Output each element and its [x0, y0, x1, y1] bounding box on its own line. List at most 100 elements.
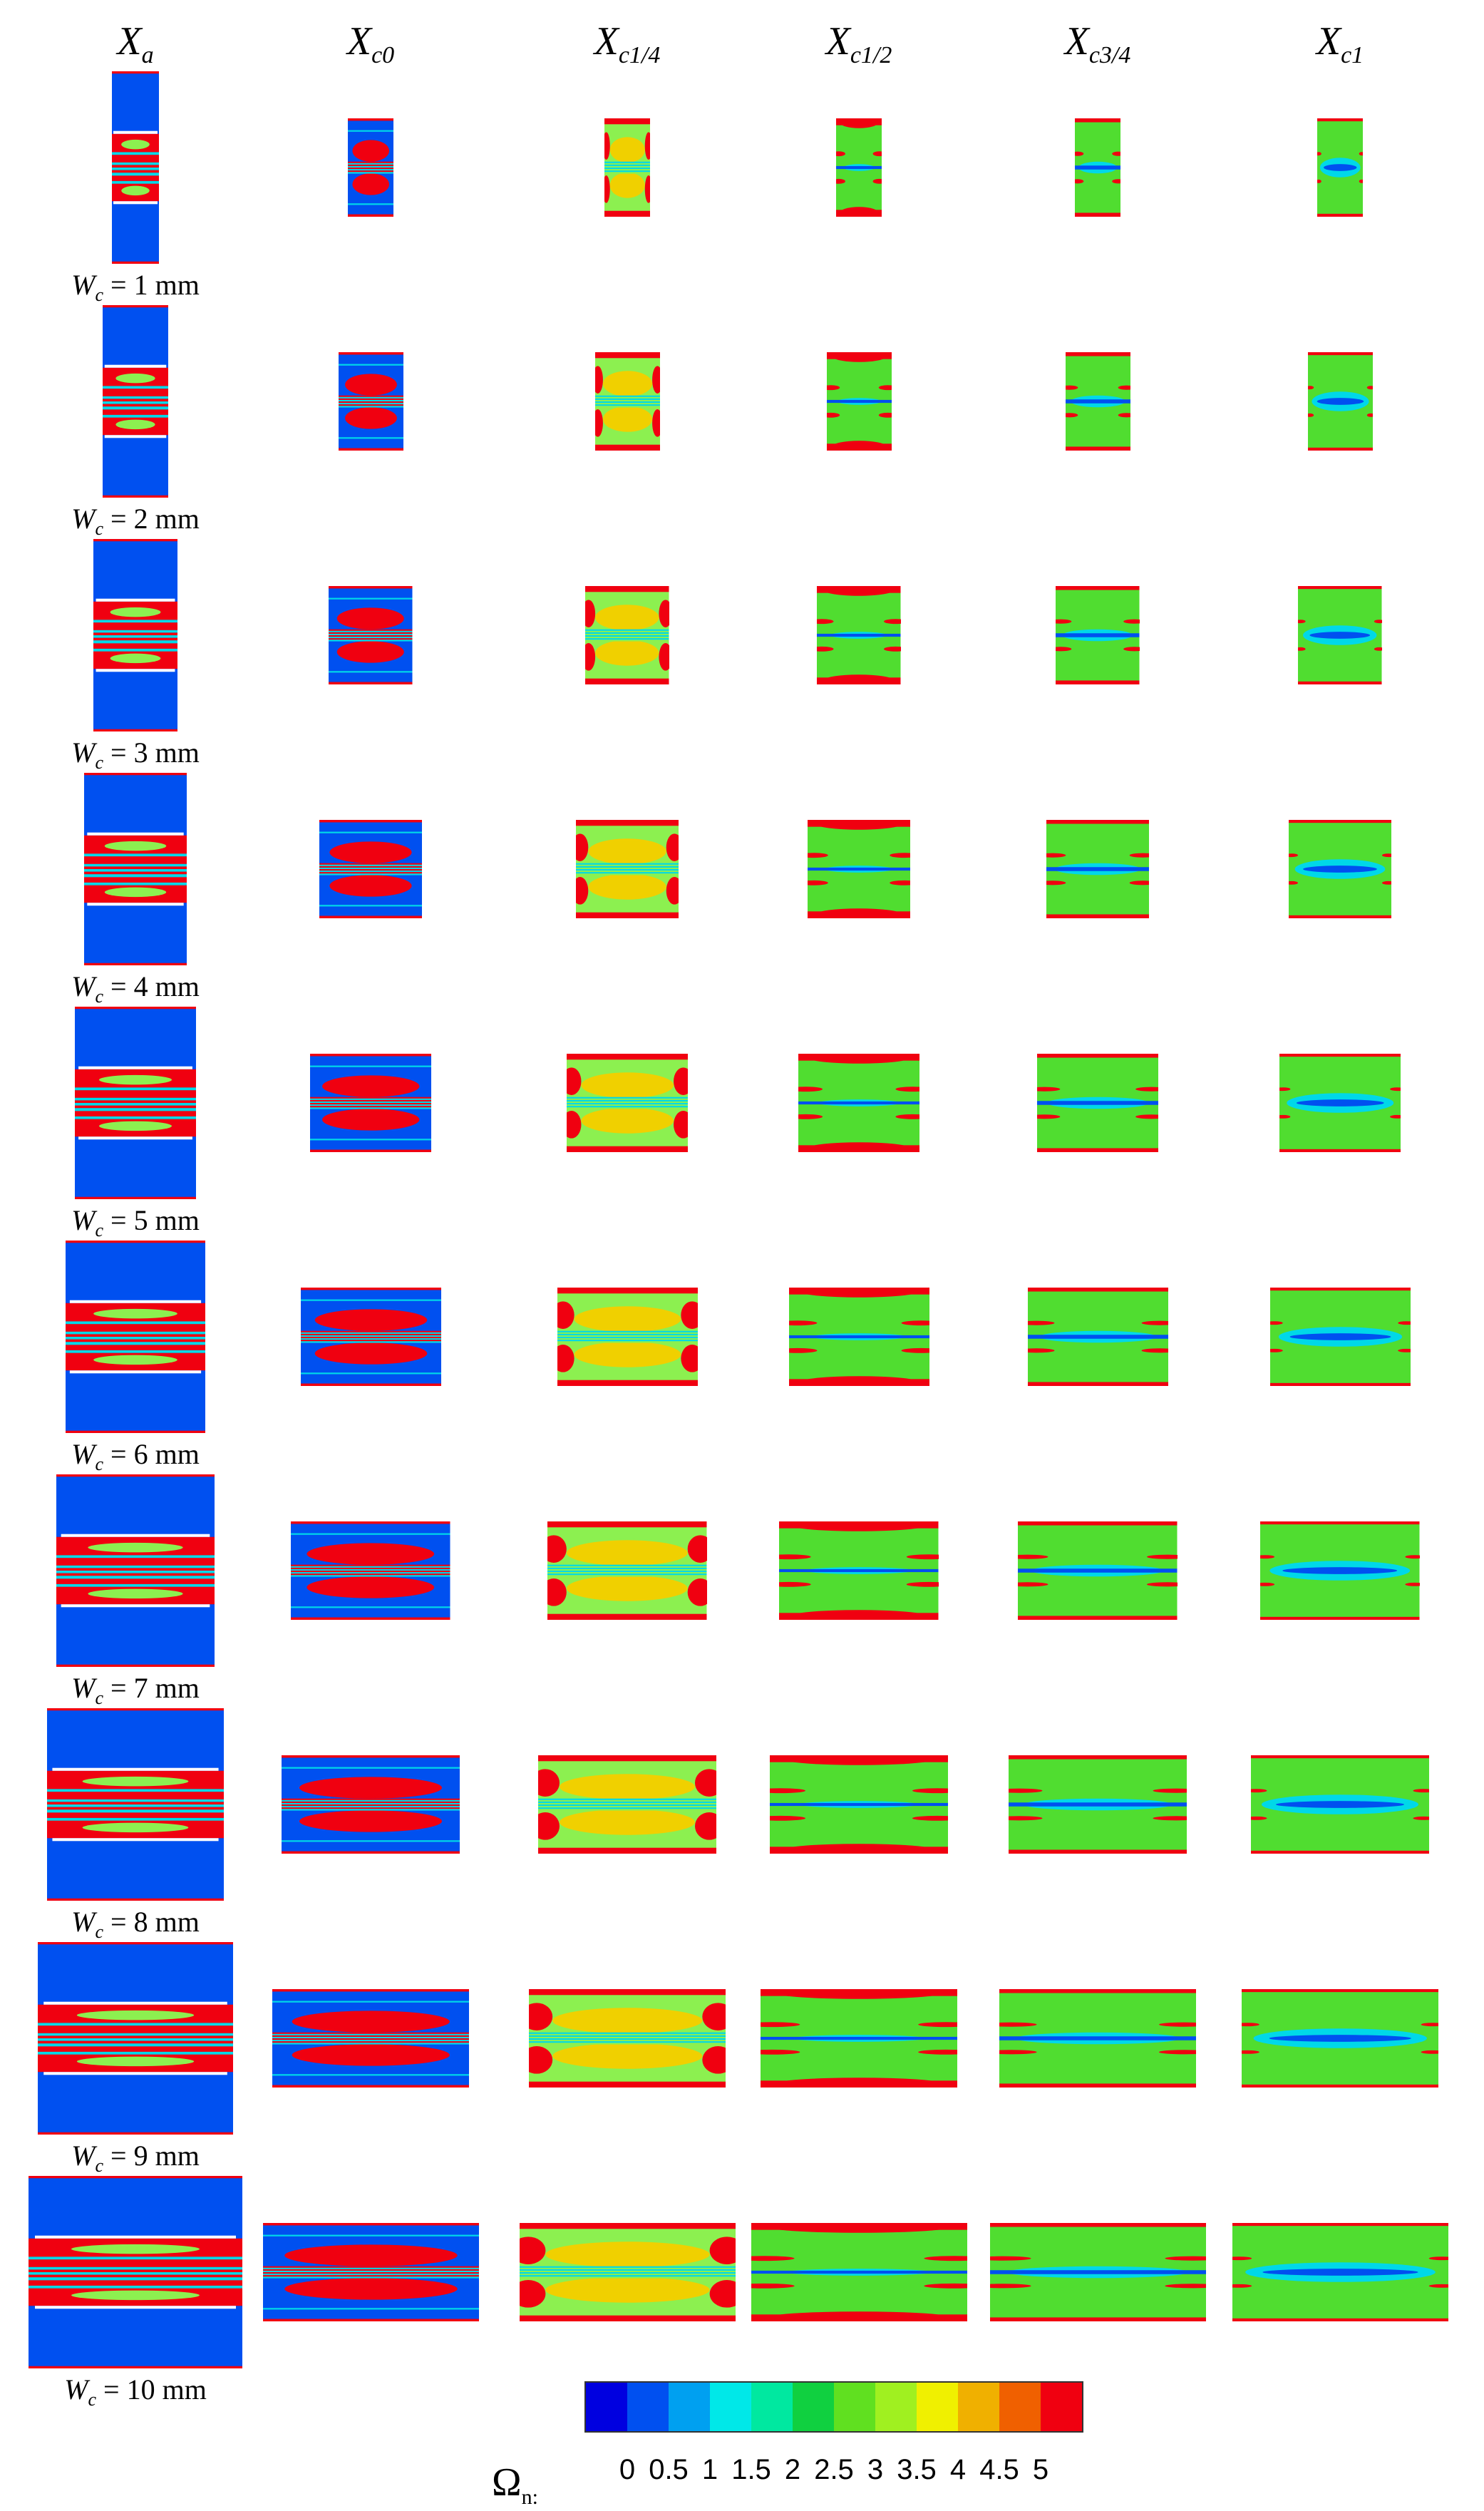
contour-panel-xc1-4-row-9 — [528, 1989, 726, 2088]
contour-panel-xc1-4-row-6 — [557, 1288, 698, 1386]
contour-plot — [103, 305, 168, 498]
contour-panel-xc1-row-5 — [1279, 1054, 1401, 1152]
contour-plot — [1241, 1989, 1439, 2088]
row-label-subscript: c — [95, 284, 104, 305]
contour-plot — [1009, 1755, 1187, 1854]
column-header-1: Xc0 — [264, 21, 478, 68]
column-header-0: Xa — [29, 21, 242, 68]
contour-panel-xc0-row-3 — [329, 586, 413, 684]
contour-panel-xc0-row-6 — [300, 1288, 441, 1386]
row-label-subscript: c — [95, 1688, 104, 1708]
contour-plot — [1074, 118, 1121, 217]
row-label-subscript: c — [95, 1921, 104, 1942]
contour-panel-xc1-row-6 — [1269, 1288, 1411, 1386]
contour-plot — [798, 1054, 920, 1152]
contour-panel-xc3-4-row-6 — [1027, 1288, 1168, 1386]
legend-title: Ωn: — [492, 2460, 538, 2510]
contour-panel-xc3-4-row-7 — [1018, 1521, 1178, 1620]
contour-plot — [1056, 586, 1140, 684]
row-label-variable: W — [71, 1672, 96, 1704]
colorbar-swatch-1 — [627, 2383, 669, 2431]
contour-panel-xa-row-9 — [38, 1942, 233, 2135]
contour-panel-xc1-row-7 — [1260, 1521, 1420, 1620]
contour-plot — [38, 1942, 233, 2135]
contour-plot — [300, 1288, 441, 1386]
colorbar-tick-label: 5 — [1032, 2454, 1049, 2485]
colorbar-swatch-11 — [1041, 2383, 1082, 2431]
contour-plot — [760, 1989, 958, 2088]
row-label-9: Wc = 9 mm — [14, 2142, 257, 2175]
contour-plot — [84, 773, 187, 965]
column-header-3: Xc1/2 — [752, 21, 966, 68]
contour-plot — [1232, 2223, 1448, 2321]
column-header-5: Xc1 — [1233, 21, 1447, 68]
contour-plot — [1036, 1054, 1159, 1152]
contour-plot — [338, 352, 403, 451]
colorbar-tick-label: 0 — [619, 2454, 636, 2485]
colorbar-swatch-9 — [958, 2383, 999, 2431]
contour-panel-xc3-4-row-10 — [989, 2223, 1206, 2321]
contour-plot — [594, 352, 660, 451]
contour-plot — [808, 820, 910, 918]
row-label-7: Wc = 7 mm — [14, 1674, 257, 1708]
contour-panel-xc3-4-row-2 — [1065, 352, 1130, 451]
row-label-3: Wc = 3 mm — [14, 739, 257, 772]
contour-panel-xc1-4-row-10 — [519, 2223, 736, 2321]
contour-panel-xc1-2-row-10 — [751, 2223, 967, 2321]
column-header-subscript: c1/4 — [618, 42, 661, 69]
contour-panel-xc3-4-row-4 — [1046, 820, 1149, 918]
colorbar-tick-label: 1.5 — [731, 2454, 771, 2485]
legend-title-subscript: n: — [521, 2485, 538, 2510]
column-header-base: X — [346, 19, 372, 63]
contour-plot — [329, 586, 413, 684]
contour-panel-xc1-row-8 — [1251, 1755, 1429, 1854]
contour-panel-xc1-2-row-6 — [788, 1288, 929, 1386]
contour-plot — [347, 118, 394, 217]
contour-panel-xc1-4-row-1 — [604, 118, 651, 217]
contour-plot — [1307, 352, 1373, 451]
contour-panel-xa-row-6 — [66, 1241, 205, 1433]
colorbar-tick-label: 3 — [867, 2454, 884, 2485]
contour-plot — [1251, 1755, 1429, 1854]
contour-plot — [319, 820, 422, 918]
row-label-variable: W — [71, 1906, 96, 1938]
contour-panel-xc3-4-row-3 — [1056, 586, 1140, 684]
row-label-value: = 1 mm — [103, 269, 200, 301]
column-header-base: X — [594, 19, 619, 63]
row-label-variable: W — [71, 269, 96, 301]
contour-plot — [75, 1007, 196, 1199]
contour-panel-xc1-row-10 — [1232, 2223, 1448, 2321]
column-header-base: X — [1316, 19, 1341, 63]
contour-panel-xc0-row-5 — [309, 1054, 432, 1152]
contour-panel-xa-row-8 — [47, 1708, 224, 1901]
contour-plot — [788, 1288, 929, 1386]
contour-plot — [989, 2223, 1206, 2321]
row-label-variable: W — [71, 970, 96, 1002]
contour-plot — [751, 2223, 967, 2321]
contour-plot — [1298, 586, 1382, 684]
contour-panel-xc1-4-row-7 — [547, 1521, 707, 1620]
row-label-subscript: c — [95, 2155, 104, 2176]
contour-plot — [282, 1755, 460, 1854]
contour-panel-xc1-2-row-3 — [817, 586, 901, 684]
column-header-4: Xc3/4 — [991, 21, 1205, 68]
contour-panel-xa-row-10 — [29, 2176, 242, 2368]
contour-plot — [547, 1521, 707, 1620]
contour-plot — [1269, 1288, 1411, 1386]
contour-plot — [538, 1755, 716, 1854]
row-label-variable: W — [71, 1204, 96, 1236]
contour-panel-xc0-row-7 — [291, 1521, 450, 1620]
column-header-subscript: c0 — [371, 42, 395, 69]
contour-panel-xc1-2-row-4 — [808, 820, 910, 918]
contour-plot — [47, 1708, 224, 1901]
row-label-value: = 8 mm — [103, 1906, 200, 1938]
colorbar — [584, 2381, 1083, 2433]
contour-plot — [29, 2176, 242, 2368]
contour-plot — [291, 1521, 450, 1620]
row-label-variable: W — [71, 1438, 96, 1470]
row-label-4: Wc = 4 mm — [14, 972, 257, 1006]
colorbar-tick-label: 4.5 — [979, 2454, 1019, 2485]
contour-plot — [817, 586, 901, 684]
contour-plot — [1018, 1521, 1178, 1620]
contour-panel-xc3-4-row-1 — [1074, 118, 1121, 217]
